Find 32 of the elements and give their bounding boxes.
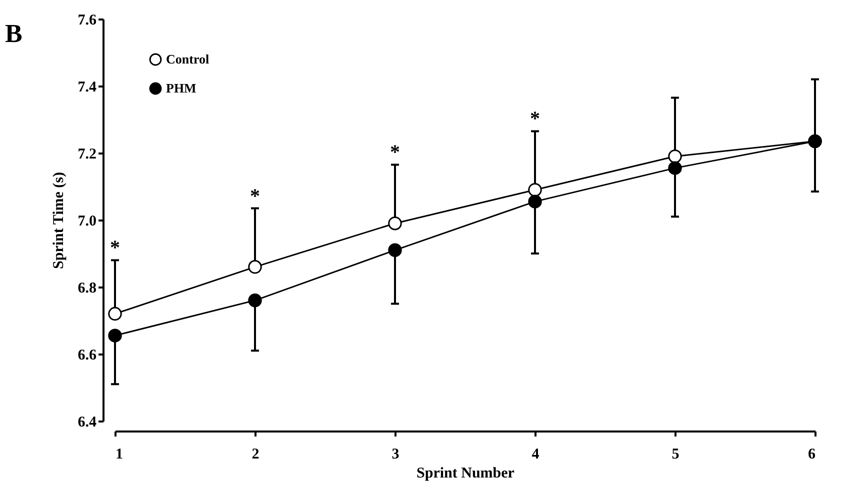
point	[668, 161, 682, 175]
y-tick-label: 7.4	[78, 80, 97, 96]
x-tick-label: 3	[392, 446, 400, 462]
x-tick-label: 2	[252, 446, 260, 462]
y-tick-label: 6.4	[78, 414, 97, 430]
point	[668, 149, 682, 164]
point	[388, 216, 402, 230]
y-tick-label: 7.2	[78, 146, 96, 162]
y-tick-label: 6.8	[78, 280, 96, 296]
y-axis-title: Sprint Time (s)	[50, 172, 67, 269]
point	[388, 243, 402, 258]
annotation: *	[250, 185, 260, 208]
x-axis-title: Sprint Number	[416, 466, 515, 482]
x-tick-label: 1	[116, 446, 123, 462]
annotation: *	[390, 142, 400, 164]
point	[528, 182, 542, 197]
annotation: *	[110, 237, 120, 260]
x-tick-label: 6	[808, 446, 816, 462]
point	[248, 260, 262, 274]
point	[108, 306, 122, 321]
y-tick-label: 7.6	[78, 12, 97, 28]
y-tick-label: 6.6	[78, 348, 97, 364]
y-tick-label: 7.0	[78, 214, 96, 230]
point	[528, 194, 542, 208]
point	[108, 328, 122, 342]
point	[248, 294, 262, 308]
x-tick-label: 4	[532, 446, 540, 462]
legend-label: Control	[166, 52, 210, 66]
x-tick-label: 5	[672, 446, 680, 462]
annotation: *	[530, 108, 540, 130]
legend-label: PHM	[166, 80, 196, 96]
chart-title: B	[5, 19, 22, 48]
